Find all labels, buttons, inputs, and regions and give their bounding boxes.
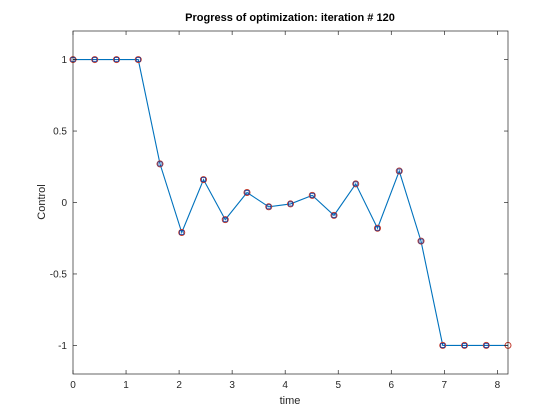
data-point-circle — [156, 160, 164, 168]
y-tick-label: 0 — [61, 198, 67, 209]
data-point-circle — [221, 216, 229, 224]
data-point-square — [288, 201, 293, 207]
data-point-circle — [134, 56, 142, 64]
series-line — [73, 59, 508, 346]
data-point-square — [462, 343, 467, 348]
data-point-circle — [439, 341, 447, 349]
data-point-square — [331, 212, 337, 218]
data-point-circle — [200, 176, 207, 184]
x-tick-label: 0 — [70, 380, 76, 391]
data-point-circle — [113, 56, 120, 64]
data-point-square — [92, 57, 98, 62]
data-point-square — [201, 177, 206, 183]
data-point-circle — [178, 229, 186, 237]
x-tick-label: 6 — [389, 380, 395, 391]
y-tick-label: 0.5 — [53, 127, 67, 138]
x-tick-label: 3 — [229, 380, 235, 391]
data-point-square — [266, 204, 272, 210]
data-point-square — [222, 217, 228, 223]
y-axis-label: Control — [36, 184, 48, 219]
data-point-square — [309, 192, 315, 198]
x-tick-label: 1 — [123, 380, 129, 391]
data-point-square — [114, 57, 119, 62]
data-point-circle — [265, 203, 273, 211]
x-axis-label: time — [280, 395, 301, 407]
data-point-circle — [352, 180, 360, 188]
x-tick-label: 2 — [176, 380, 182, 391]
data-point-square — [157, 161, 163, 167]
data-point-circle — [91, 56, 99, 64]
y-tick-label: -0.5 — [50, 269, 68, 280]
data-point-square — [353, 181, 359, 187]
x-tick-label: 5 — [335, 380, 341, 391]
data-point-circle — [374, 224, 381, 232]
x-tick-label: 7 — [442, 380, 448, 391]
data-point-circle — [287, 200, 294, 208]
y-tick-label: -1 — [58, 341, 67, 352]
data-point-circle — [395, 167, 403, 175]
chart-title: Progress of optimization: iteration # 12… — [185, 12, 395, 24]
data-point-circle — [308, 191, 316, 199]
y-tick-label: 1 — [61, 55, 67, 66]
data-point-square — [244, 190, 250, 195]
data-point-circle — [417, 237, 425, 245]
x-tick-label: 4 — [282, 380, 288, 391]
x-tick-label: 8 — [495, 380, 501, 391]
data-point-circle — [243, 188, 251, 196]
data-point-circle — [482, 341, 490, 349]
data-point-square — [440, 343, 446, 348]
data-point-square — [135, 57, 141, 62]
data-point-circle — [330, 211, 338, 219]
data-point-square — [179, 230, 185, 235]
data-point-square — [483, 343, 489, 348]
data-point-square — [396, 168, 402, 174]
data-point-circle — [461, 341, 468, 349]
plot-area — [73, 31, 508, 374]
data-point-square — [418, 238, 424, 244]
data-point-square — [375, 225, 380, 231]
